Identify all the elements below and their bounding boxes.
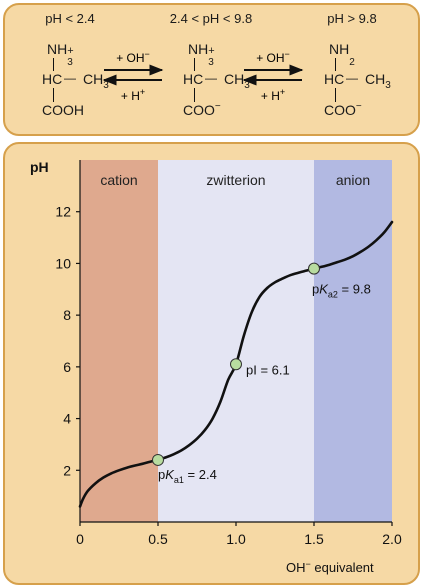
- label-subscript: a2: [328, 290, 338, 300]
- key-point-marker: [230, 358, 242, 371]
- carboxyl-group: COOH: [42, 103, 84, 117]
- y-tick-label: 2: [63, 462, 71, 478]
- amino-text: NH: [329, 41, 350, 57]
- y-tick-label: 8: [63, 307, 71, 323]
- label-prefix: p: [158, 467, 165, 482]
- y-tick-label: 4: [63, 411, 71, 427]
- region-label: anion: [336, 172, 370, 188]
- side-chain: CH3: [365, 71, 391, 91]
- amino-group: NH +3: [47, 41, 75, 68]
- amino-charge: +: [208, 45, 215, 57]
- vertical-bond: [335, 58, 337, 71]
- label-italic: K: [165, 467, 175, 482]
- y-tick-label: 10: [55, 255, 71, 271]
- x-tick-label: 1.5: [304, 531, 324, 547]
- vertical-bond: [53, 58, 55, 71]
- label-suffix: = 9.8: [338, 282, 371, 297]
- alpha-carbon: HC: [183, 71, 204, 87]
- x-tick-label: 1.0: [226, 531, 246, 547]
- titration-curve-line: [78, 220, 394, 508]
- x-tick-label: 0: [76, 531, 84, 547]
- carboxyl-text: COO: [324, 102, 356, 118]
- key-point-label: pKa2 = 9.8: [312, 282, 371, 300]
- region-zwitterion-band: [158, 160, 314, 522]
- species-condition-label: pH > 9.8: [327, 11, 377, 26]
- amino-subscript: 2: [349, 57, 355, 68]
- alpha-carbon: HC: [324, 71, 345, 87]
- species-condition-label: 2.4 < pH < 9.8: [169, 11, 253, 26]
- alpha-carbon: HC: [42, 71, 63, 87]
- label-suffix: = 2.4: [184, 467, 217, 482]
- bond-dash: —: [64, 71, 76, 85]
- y-axis-label: pH: [30, 159, 49, 175]
- reverse-reagent-label: + H+: [121, 87, 145, 103]
- amino-charge: +: [67, 45, 74, 57]
- amino-subscript: 3: [67, 57, 73, 68]
- label-italic: K: [319, 282, 329, 297]
- x-tick-label: 2.0: [382, 531, 402, 547]
- side-chain-text: CH: [365, 71, 386, 87]
- x-tick-label: 0.5: [148, 531, 168, 547]
- y-tick-label: 12: [55, 204, 71, 220]
- label-prefix: p: [312, 282, 319, 297]
- side-chain-subscript: 3: [385, 80, 391, 91]
- forward-reagent-label: + OH−: [116, 49, 150, 65]
- vertical-bond: [53, 88, 55, 102]
- x-axis-label-superscript: −: [306, 559, 311, 569]
- carboxyl-group: COO−: [183, 101, 221, 118]
- carboxyl-text: COO: [183, 102, 215, 118]
- amino-group: NH +3: [188, 41, 216, 68]
- region-label: cation: [100, 172, 137, 188]
- region-label: zwitterion: [206, 172, 265, 188]
- key-point-marker: [152, 453, 164, 466]
- side-chain-text: CH: [224, 71, 245, 87]
- amino-text: NH: [188, 41, 209, 57]
- key-point-marker: [308, 262, 320, 275]
- amino-subscript: 3: [208, 57, 214, 68]
- amino-group: NH 2: [329, 41, 357, 68]
- forward-reagent-label: + OH−: [256, 49, 290, 65]
- carboxyl-group: COO−: [324, 101, 362, 118]
- label-prefix: pI = 6.1: [246, 362, 290, 377]
- key-point-label: pKa1 = 2.4: [158, 467, 217, 485]
- species-condition-label: pH < 2.4: [45, 11, 95, 26]
- reverse-reagent-label: + H+: [261, 87, 285, 103]
- bond-dash: —: [346, 71, 358, 85]
- bond-dash: —: [205, 71, 217, 85]
- equilibrium-arrows: + OH− + H+ + OH− + H+: [102, 49, 304, 103]
- amino-text: NH: [47, 41, 68, 57]
- label-subscript: a1: [174, 475, 184, 485]
- carboxyl-charge: −: [214, 101, 221, 112]
- region-anion-band: [314, 160, 392, 522]
- vertical-bond: [194, 88, 196, 102]
- vertical-bond: [194, 58, 196, 71]
- y-tick-label: 6: [63, 359, 71, 375]
- carboxyl-charge: −: [355, 101, 362, 112]
- region-cation-band: [80, 160, 158, 522]
- key-point-label: pI = 6.1: [246, 362, 290, 377]
- x-axis-label-rest: equivalent: [311, 560, 374, 575]
- ionization-species-panel: [3, 3, 420, 136]
- x-axis-label: OH− equivalent: [286, 559, 374, 575]
- carboxyl-text: COOH: [42, 102, 84, 118]
- side-chain-text: CH: [83, 71, 104, 87]
- vertical-bond: [335, 88, 337, 102]
